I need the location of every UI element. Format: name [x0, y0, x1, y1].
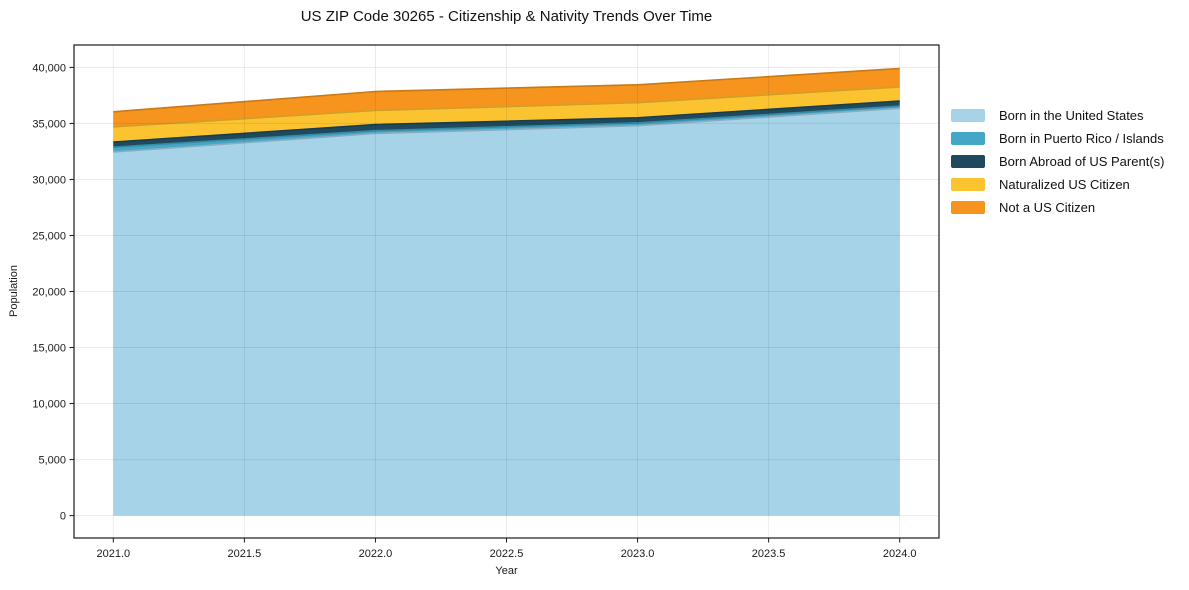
- area-born-in-the-united-states: [113, 108, 900, 516]
- axis-ticks: [69, 66, 901, 543]
- legend: Born in the United States Born in Puerto …: [951, 107, 1164, 222]
- x-tick-label: 2022.0: [359, 548, 393, 560]
- y-tick-label: 35,000: [32, 118, 66, 130]
- legend-swatch-naturalized-us-citizen: [951, 177, 985, 191]
- series-edges: [113, 67, 900, 153]
- legend-item-not-a-us-citizen: Not a US Citizen: [951, 199, 1164, 215]
- legend-swatch-born-in-the-united-states: [951, 108, 985, 122]
- legend-item-born-in-puerto-rico-islands: Born in Puerto Rico / Islands: [951, 130, 1164, 146]
- y-tick-label: 5,000: [38, 455, 66, 467]
- x-tick-label: 2023.5: [752, 548, 786, 560]
- legend-swatch-not-a-us-citizen: [951, 200, 985, 214]
- x-tick-label: 2022.5: [490, 548, 524, 560]
- legend-swatch-born-abroad-of-us-parent-s: [951, 154, 985, 168]
- y-tick-label: 20,000: [32, 287, 66, 299]
- legend-item-born-in-the-united-states: Born in the United States: [951, 107, 1164, 123]
- legend-label: Born in Puerto Rico / Islands: [999, 130, 1164, 146]
- legend-item-born-abroad-of-us-parent-s: Born Abroad of US Parent(s): [951, 153, 1164, 169]
- legend-label: Naturalized US Citizen: [999, 176, 1130, 192]
- edge-not-a-us-citizen: [113, 67, 900, 113]
- area-born-abroad-of-us-parent-s: [113, 101, 900, 148]
- edge-born-abroad-of-us-parent-s: [113, 100, 900, 143]
- y-tick-label: 25,000: [32, 230, 66, 242]
- area-not-a-us-citizen: [113, 68, 900, 127]
- legend-label: Not a US Citizen: [999, 199, 1096, 215]
- x-tick-label: 2024.0: [883, 548, 917, 560]
- legend-label: Born Abroad of US Parent(s): [999, 153, 1165, 169]
- legend-item-naturalized-us-citizen: Naturalized US Citizen: [951, 176, 1164, 192]
- y-tick-label: 10,000: [32, 399, 66, 411]
- x-tick-label: 2023.0: [621, 548, 655, 560]
- tick-labels: 2021.0 2021.5 2022.0 2022.5 2023.0 2023.5 2024…: [32, 62, 916, 560]
- y-tick-label: 40,000: [32, 62, 66, 74]
- gridlines: [74, 45, 939, 538]
- x-tick-label: 2021.0: [96, 548, 130, 560]
- legend-label: Born in the United States: [999, 107, 1144, 123]
- chart-title: US ZIP Code 30265 - Citizenship & Nativi…: [300, 8, 713, 25]
- legend-swatch-born-in-puerto-rico-islands: [951, 131, 985, 145]
- edge-naturalized-us-citizen: [113, 86, 900, 128]
- x-axis-label: Year: [495, 565, 518, 577]
- edge-born-in-puerto-rico-islands: [113, 105, 900, 148]
- y-tick-label: 0: [60, 511, 66, 523]
- x-tick-label: 2021.5: [228, 548, 262, 560]
- y-tick-label: 30,000: [32, 174, 66, 186]
- y-tick-label: 15,000: [32, 343, 66, 355]
- edge-born-in-the-united-states: [113, 107, 900, 153]
